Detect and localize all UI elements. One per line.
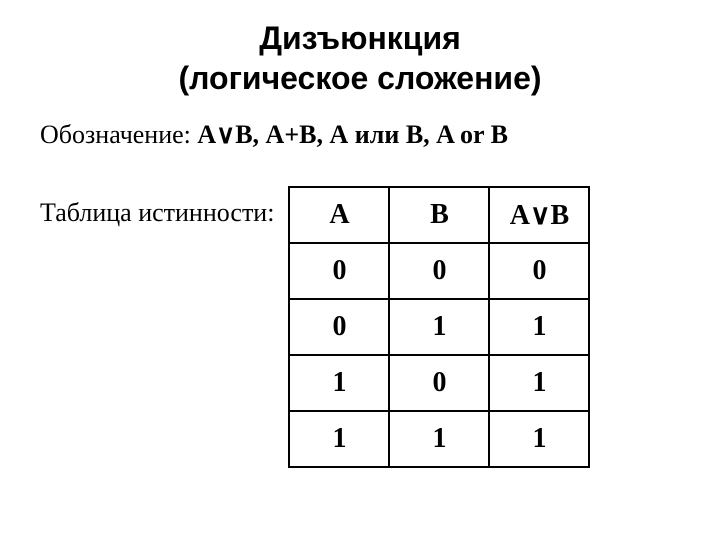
truth-table-label: Таблица истинности:	[40, 186, 274, 228]
truth-table-wrap: A B A∨B 0 0 0 0 1 1 1 0 1 1 1 1	[288, 186, 590, 468]
truth-block: Таблица истинности: A B A∨B 0 0 0 0 1 1 …	[40, 186, 680, 468]
slide-title: Дизъюнкция (логическое сложение)	[40, 18, 680, 98]
title-line-2: (логическое сложение)	[178, 60, 541, 96]
truth-table: A B A∨B 0 0 0 0 1 1 1 0 1 1 1 1	[288, 186, 590, 468]
cell: 1	[389, 411, 489, 467]
table-row: 0 1 1	[289, 299, 589, 355]
cell: 1	[489, 355, 589, 411]
table-row: 1 0 1	[289, 355, 589, 411]
col-header-avb: A∨B	[489, 187, 589, 243]
cell: 0	[289, 299, 389, 355]
cell: 0	[289, 243, 389, 299]
cell: 1	[489, 299, 589, 355]
notation-prefix: Обозначение:	[40, 120, 197, 149]
notation-line: Обозначение: А∨В, А+В, А или В, A or B	[40, 120, 680, 150]
cell: 0	[389, 355, 489, 411]
cell: 1	[389, 299, 489, 355]
cell: 0	[489, 243, 589, 299]
table-row: 0 0 0	[289, 243, 589, 299]
cell: 1	[289, 355, 389, 411]
cell: 1	[489, 411, 589, 467]
col-header-b: B	[389, 187, 489, 243]
cell: 1	[289, 411, 389, 467]
col-header-a: A	[289, 187, 389, 243]
table-row: 1 1 1	[289, 411, 589, 467]
notation-symbols: А∨В, А+В, А или В, A or B	[197, 120, 508, 149]
table-header-row: A B A∨B	[289, 187, 589, 243]
cell: 0	[389, 243, 489, 299]
title-line-1: Дизъюнкция	[259, 20, 461, 56]
